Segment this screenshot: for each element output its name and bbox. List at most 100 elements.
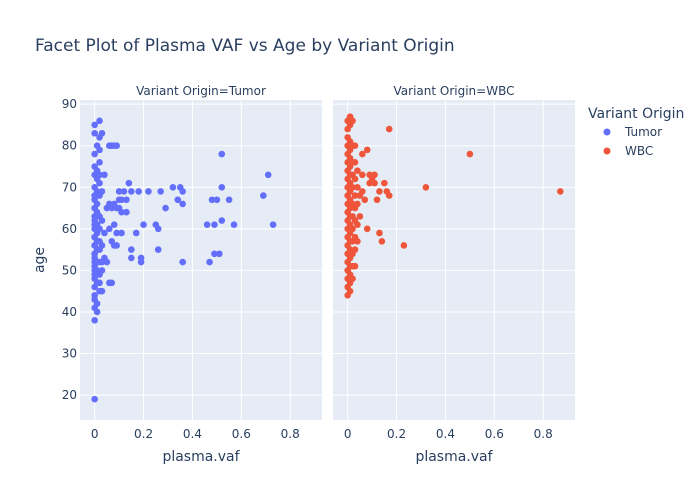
data-point-tumor[interactable] — [96, 146, 103, 154]
data-point-wbc[interactable] — [400, 242, 408, 249]
data-point-tumor[interactable] — [264, 171, 272, 179]
data-point-wbc[interactable] — [363, 225, 371, 233]
data-point-wbc[interactable] — [385, 125, 393, 133]
data-point-tumor[interactable] — [118, 196, 125, 204]
data-point-tumor[interactable] — [128, 188, 135, 195]
data-point-wbc[interactable] — [385, 192, 393, 199]
data-point-tumor[interactable] — [211, 221, 218, 228]
data-point-tumor[interactable] — [91, 233, 98, 241]
data-point-wbc[interactable] — [359, 150, 366, 158]
data-point-wbc[interactable] — [351, 246, 359, 253]
data-point-tumor[interactable] — [101, 171, 108, 179]
data-point-wbc[interactable] — [354, 221, 361, 228]
data-point-tumor[interactable] — [169, 183, 177, 191]
data-point-tumor[interactable] — [123, 196, 130, 204]
data-point-wbc[interactable] — [371, 179, 378, 187]
data-point-tumor[interactable] — [179, 258, 186, 266]
data-point-tumor[interactable] — [269, 221, 277, 228]
data-point-wbc[interactable] — [349, 225, 356, 233]
data-point-tumor[interactable] — [96, 171, 103, 179]
data-point-wbc[interactable] — [354, 237, 361, 245]
data-point-tumor[interactable] — [203, 221, 211, 228]
data-point-tumor[interactable] — [137, 258, 145, 266]
data-point-wbc[interactable] — [361, 196, 369, 204]
data-point-tumor[interactable] — [98, 129, 106, 137]
data-point-wbc[interactable] — [373, 196, 381, 204]
data-point-tumor[interactable] — [120, 188, 128, 195]
data-point-tumor[interactable] — [91, 395, 98, 403]
data-point-tumor[interactable] — [132, 229, 140, 237]
data-point-wbc[interactable] — [356, 213, 364, 220]
data-point-tumor[interactable] — [208, 196, 216, 204]
data-point-tumor[interactable] — [218, 217, 226, 224]
data-point-tumor[interactable] — [118, 208, 125, 216]
data-point-tumor[interactable] — [230, 221, 238, 228]
data-point-wbc[interactable] — [349, 183, 356, 191]
data-point-tumor[interactable] — [113, 242, 120, 249]
data-point-wbc[interactable] — [381, 179, 388, 187]
data-point-wbc[interactable] — [346, 287, 354, 295]
data-point-tumor[interactable] — [174, 196, 182, 204]
data-point-tumor[interactable] — [91, 129, 98, 137]
data-point-wbc[interactable] — [557, 188, 564, 195]
data-point-tumor[interactable] — [91, 258, 98, 266]
legend-item-tumor[interactable]: Tumor — [603, 125, 663, 139]
data-point-wbc[interactable] — [359, 188, 366, 195]
data-point-tumor[interactable] — [128, 254, 135, 262]
data-point-tumor[interactable] — [206, 258, 213, 266]
data-point-tumor[interactable] — [91, 250, 98, 258]
data-point-tumor[interactable] — [91, 242, 98, 249]
data-point-tumor[interactable] — [162, 204, 169, 212]
data-point-wbc[interactable] — [351, 192, 359, 199]
data-point-tumor[interactable] — [96, 159, 103, 166]
data-point-wbc[interactable] — [376, 188, 383, 195]
data-point-wbc[interactable] — [354, 200, 361, 208]
data-point-tumor[interactable] — [96, 279, 103, 287]
legend-item-wbc[interactable]: WBC — [603, 144, 654, 158]
data-point-tumor[interactable] — [96, 225, 103, 233]
data-point-tumor[interactable] — [125, 179, 133, 187]
data-point-tumor[interactable] — [145, 188, 152, 195]
data-point-tumor[interactable] — [179, 188, 186, 195]
data-point-tumor[interactable] — [154, 246, 162, 253]
data-point-wbc[interactable] — [349, 275, 356, 283]
data-point-tumor[interactable] — [98, 242, 106, 249]
data-point-wbc[interactable] — [351, 262, 359, 270]
data-point-tumor[interactable] — [113, 142, 120, 150]
data-point-tumor[interactable] — [123, 208, 130, 216]
data-point-tumor[interactable] — [115, 188, 123, 195]
data-point-tumor[interactable] — [218, 183, 226, 191]
data-point-wbc[interactable] — [351, 175, 359, 183]
data-point-tumor[interactable] — [260, 192, 267, 199]
data-point-wbc[interactable] — [363, 146, 371, 154]
data-point-tumor[interactable] — [118, 229, 125, 237]
data-point-wbc[interactable] — [349, 117, 356, 125]
data-point-tumor[interactable] — [225, 196, 233, 204]
data-point-tumor[interactable] — [128, 246, 135, 253]
data-point-wbc[interactable] — [466, 150, 474, 158]
data-point-wbc[interactable] — [359, 171, 366, 179]
data-point-tumor[interactable] — [218, 150, 226, 158]
data-point-tumor[interactable] — [91, 150, 98, 158]
data-point-tumor[interactable] — [91, 121, 98, 129]
data-point-wbc[interactable] — [351, 142, 359, 150]
data-point-tumor[interactable] — [216, 250, 223, 258]
data-point-tumor[interactable] — [211, 250, 218, 258]
data-point-tumor[interactable] — [91, 283, 98, 291]
data-point-wbc[interactable] — [376, 229, 383, 237]
data-point-tumor[interactable] — [98, 267, 106, 274]
data-point-tumor[interactable] — [110, 221, 118, 228]
data-point-tumor[interactable] — [135, 188, 142, 195]
data-point-tumor[interactable] — [98, 188, 106, 195]
data-point-tumor[interactable] — [106, 225, 113, 233]
data-point-tumor[interactable] — [154, 225, 162, 233]
data-point-tumor[interactable] — [140, 221, 147, 228]
data-point-tumor[interactable] — [91, 204, 98, 212]
data-point-wbc[interactable] — [378, 237, 386, 245]
data-point-tumor[interactable] — [98, 217, 106, 224]
data-point-tumor[interactable] — [157, 188, 164, 195]
data-point-wbc[interactable] — [422, 183, 430, 191]
data-point-tumor[interactable] — [113, 229, 120, 237]
data-point-tumor[interactable] — [91, 316, 98, 324]
data-point-tumor[interactable] — [91, 221, 98, 228]
